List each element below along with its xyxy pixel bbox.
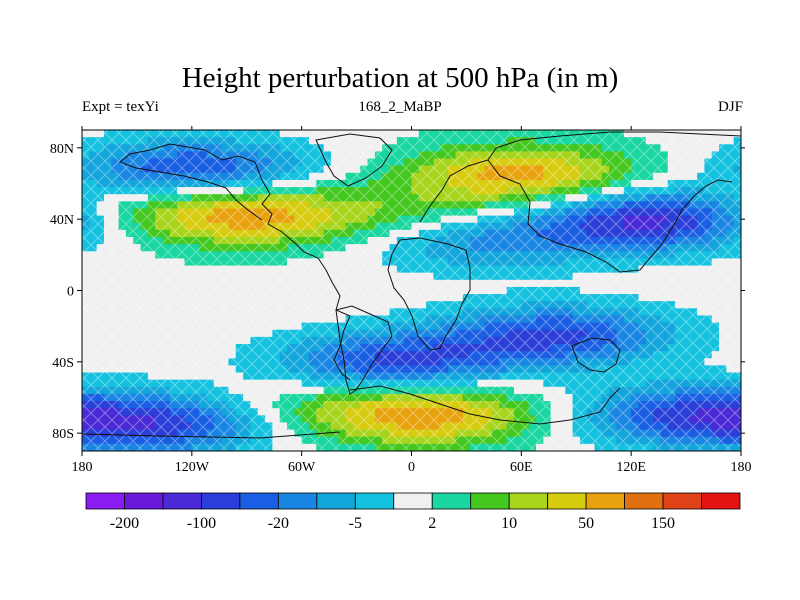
x-tick-label: 180 <box>72 460 93 475</box>
colorbar-swatch <box>701 492 741 510</box>
colorbar-swatch <box>508 492 549 510</box>
africa-outline <box>387 237 471 351</box>
colorbar-label: 10 <box>501 515 517 532</box>
colorbar-label: 2 <box>428 515 436 532</box>
y-tick-label: 80N <box>50 142 74 157</box>
colorbar-label: -100 <box>187 515 216 532</box>
y-tick-label: 0 <box>67 285 74 300</box>
y-tick-label: 80S <box>52 427 74 442</box>
colorbar-label: 150 <box>651 515 675 532</box>
colorbar-swatch <box>277 492 318 510</box>
colorbar: -200 -100 -20 -5 2 10 50 150 <box>85 492 741 532</box>
axes: 180 120W 60W 0 60E 120E 180 80N 40N 0 40S 80S <box>50 126 752 475</box>
colorbar-swatch <box>470 492 510 510</box>
colorbar-swatch <box>624 492 664 510</box>
australia-outline <box>571 337 621 373</box>
antarctica-outline <box>82 385 621 439</box>
colorbar-label: -5 <box>349 515 362 532</box>
colorbar-label: -20 <box>268 515 289 532</box>
colorbar-swatch <box>239 492 279 510</box>
colorbar-swatch <box>431 492 472 510</box>
north-america-outline <box>169 143 351 381</box>
season-label: DJF <box>717 99 743 115</box>
colorbar-swatch <box>162 492 202 510</box>
greenland-outline <box>315 133 393 187</box>
colorbar-swatch <box>201 492 241 510</box>
north-america-west-outline <box>119 143 263 221</box>
y-tick-label: 40S <box>52 356 74 371</box>
colorbar-swatch <box>124 492 164 510</box>
x-tick-label: 60E <box>510 460 533 475</box>
hatch-overlay <box>82 130 741 451</box>
colorbar-swatch <box>585 492 625 510</box>
x-tick-label: 60W <box>288 460 316 475</box>
experiment-label: Expt = texYi <box>82 99 159 115</box>
run-label: 168_2_MaBP <box>358 99 442 115</box>
x-tick-label: 120E <box>616 460 646 475</box>
colorbar-swatch <box>393 492 433 510</box>
eurasia-outline <box>419 131 741 273</box>
x-tick-label: 180 <box>731 460 752 475</box>
colorbar-label: -200 <box>110 515 139 532</box>
y-tick-label: 40N <box>50 213 74 228</box>
colorbar-swatch <box>354 492 395 510</box>
x-tick-label: 0 <box>408 460 415 475</box>
south-america-outline <box>335 305 393 395</box>
chart-title: Height perturbation at 500 hPa (in m) <box>181 62 619 94</box>
colorbar-swatch <box>85 492 125 510</box>
colorbar-swatch <box>316 492 356 510</box>
x-tick-label: 120W <box>175 460 210 475</box>
colorbar-swatch <box>662 492 702 510</box>
coastline-layer <box>82 131 741 439</box>
colorbar-label: 50 <box>578 515 594 532</box>
colorbar-swatch <box>547 492 587 510</box>
